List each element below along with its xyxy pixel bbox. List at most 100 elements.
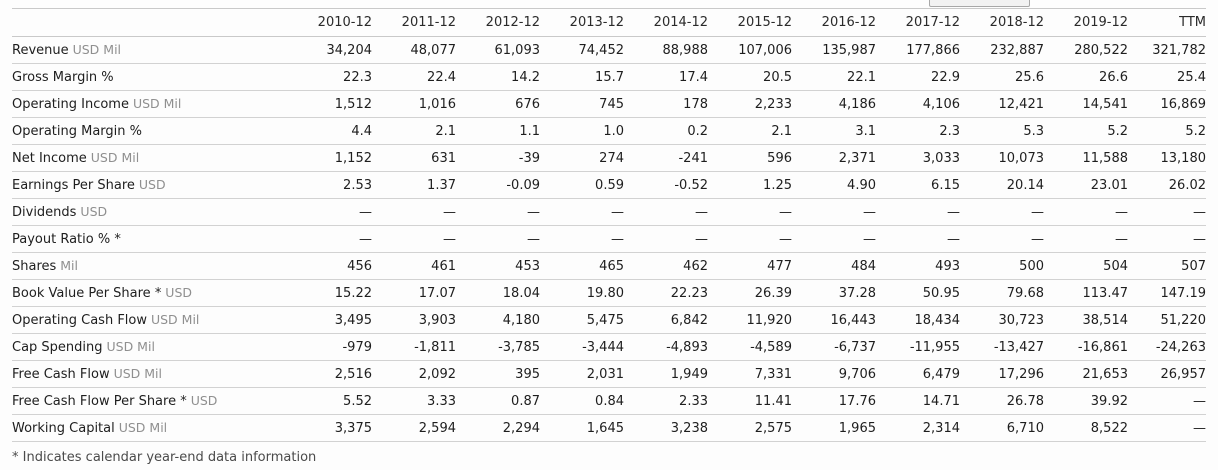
cell-value: 25.4 — [1177, 69, 1206, 85]
cell-value: 5.2 — [1107, 123, 1128, 139]
cell-value: 2,575 — [754, 420, 792, 436]
clipped-button-top[interactable] — [929, 0, 1030, 7]
cell-value: 107,006 — [738, 42, 792, 58]
column-header: TTM — [1179, 15, 1206, 30]
cell-value: 5.3 — [1023, 123, 1044, 139]
column-header: 2014-12 — [653, 15, 708, 30]
row-unit: USD Mil — [68, 42, 122, 57]
table-row: Shares Mil 456 461 453 465 462 477 484 493 500 504… — [12, 253, 1206, 280]
cell-value: 16,869 — [1160, 96, 1207, 112]
cell-value: 2.3 — [939, 123, 960, 139]
cell-value: 484 — [851, 258, 876, 274]
cell-value: 18.04 — [502, 285, 540, 301]
cell-value: 1.0 — [603, 123, 624, 139]
cell-value: 2,233 — [754, 96, 792, 112]
cell-value: 26,957 — [1160, 366, 1207, 382]
table-row: Operating Income USD Mil 1,512 1,016 676 745… — [12, 91, 1206, 118]
cell-value: 15.7 — [595, 69, 624, 85]
column-header: 2017-12 — [905, 15, 960, 30]
cell-value: 22.1 — [847, 69, 876, 85]
cell-value: 2.1 — [435, 123, 456, 139]
row-label: Earnings Per Share USD — [12, 177, 166, 193]
cell-value: 2,594 — [418, 420, 456, 436]
cell-value: — — [1031, 204, 1044, 220]
cell-value: -0.52 — [674, 177, 708, 193]
cell-value: 2,294 — [502, 420, 540, 436]
cell-value: — — [611, 204, 624, 220]
cell-value: 504 — [1103, 258, 1128, 274]
cell-value: 2,314 — [922, 420, 960, 436]
cell-value: 20.5 — [763, 69, 792, 85]
cell-value: 456 — [347, 258, 372, 274]
cell-value: 477 — [767, 258, 792, 274]
cell-value: 453 — [515, 258, 540, 274]
cell-value: 6,842 — [670, 312, 708, 328]
table-header-row: 2010-12 2011-12 2012-12 2013-12 2014-12 2015-… — [12, 8, 1206, 37]
row-label: Book Value Per Share * USD — [12, 285, 193, 301]
cell-value: — — [1193, 393, 1206, 409]
row-label: Working Capital USD Mil — [12, 420, 168, 436]
cell-value: 10,073 — [998, 150, 1045, 166]
table-row: Net Income USD Mil 1,152 631 -39 274 -241 596 2… — [12, 145, 1206, 172]
cell-value: 61,093 — [494, 42, 541, 58]
cell-value: 5.2 — [1185, 123, 1206, 139]
cell-value: 14,541 — [1082, 96, 1129, 112]
row-unit: USD — [161, 285, 193, 300]
cell-value: 500 — [1019, 258, 1044, 274]
cell-value: 462 — [683, 258, 708, 274]
cell-value: — — [443, 204, 456, 220]
row-unit: USD — [134, 177, 166, 192]
cell-value: 3,903 — [418, 312, 456, 328]
key-ratios-table: 2010-12 2011-12 2012-12 2013-12 2014-12 2015-… — [12, 8, 1206, 442]
cell-value: 395 — [515, 366, 540, 382]
cell-value: 22.3 — [343, 69, 372, 85]
cell-value: 2,031 — [586, 366, 624, 382]
cell-value: 274 — [599, 150, 624, 166]
cell-value: 17.07 — [418, 285, 456, 301]
cell-value: 2,516 — [334, 366, 372, 382]
cell-value: 1,016 — [418, 96, 456, 112]
table-row: Free Cash Flow USD Mil 2,516 2,092 395 2,031… — [12, 361, 1206, 388]
row-label: Free Cash Flow USD Mil — [12, 366, 162, 382]
cell-value: -1,811 — [414, 339, 456, 355]
cell-value: 0.87 — [511, 393, 540, 409]
column-header: 2013-12 — [569, 15, 624, 30]
cell-value: 2.1 — [771, 123, 792, 139]
cell-value: 2,371 — [838, 150, 876, 166]
cell-value: 3,495 — [334, 312, 372, 328]
cell-value: 34,204 — [326, 42, 373, 58]
cell-value: 11,920 — [746, 312, 793, 328]
cell-value: 1,512 — [334, 96, 372, 112]
cell-value: 2,092 — [418, 366, 456, 382]
cell-value: 596 — [767, 150, 792, 166]
cell-value: 1,949 — [670, 366, 708, 382]
cell-value: — — [1115, 231, 1128, 247]
cell-value: -4,589 — [750, 339, 792, 355]
row-unit: USD Mil — [147, 312, 200, 327]
cell-value: 11,588 — [1082, 150, 1129, 166]
cell-value: 676 — [515, 96, 540, 112]
cell-value: 0.2 — [687, 123, 708, 139]
row-unit: Mil — [56, 258, 79, 273]
cell-value: — — [947, 231, 960, 247]
table-row: Operating Cash Flow USD Mil 3,495 3,903 4,1… — [12, 307, 1206, 334]
cell-value: 177,866 — [906, 42, 960, 58]
cell-value: 113.47 — [1082, 285, 1129, 301]
table-row: Earnings Per Share USD 2.53 1.37 -0.09 0.59 -… — [12, 172, 1206, 199]
corner-cell — [12, 9, 288, 37]
cell-value: 16,443 — [830, 312, 877, 328]
footnote: * Indicates calendar year-end data infor… — [12, 450, 317, 465]
cell-value: 4,180 — [502, 312, 540, 328]
cell-value: 26.78 — [1006, 393, 1044, 409]
cell-value: -0.09 — [506, 177, 540, 193]
table-row: Payout Ratio % * — — — — — — — — — — — — [12, 226, 1206, 253]
cell-value: 5,475 — [586, 312, 624, 328]
cell-value: 17,296 — [998, 366, 1045, 382]
cell-value: 745 — [599, 96, 624, 112]
cell-value: 178 — [683, 96, 708, 112]
cell-value: 14.2 — [511, 69, 540, 85]
table-body: Revenue USD Mil 34,204 48,077 61,093 74,452 8… — [12, 37, 1206, 442]
cell-value: 461 — [431, 258, 456, 274]
cell-value: 3,238 — [670, 420, 708, 436]
cell-value: 6.15 — [931, 177, 960, 193]
